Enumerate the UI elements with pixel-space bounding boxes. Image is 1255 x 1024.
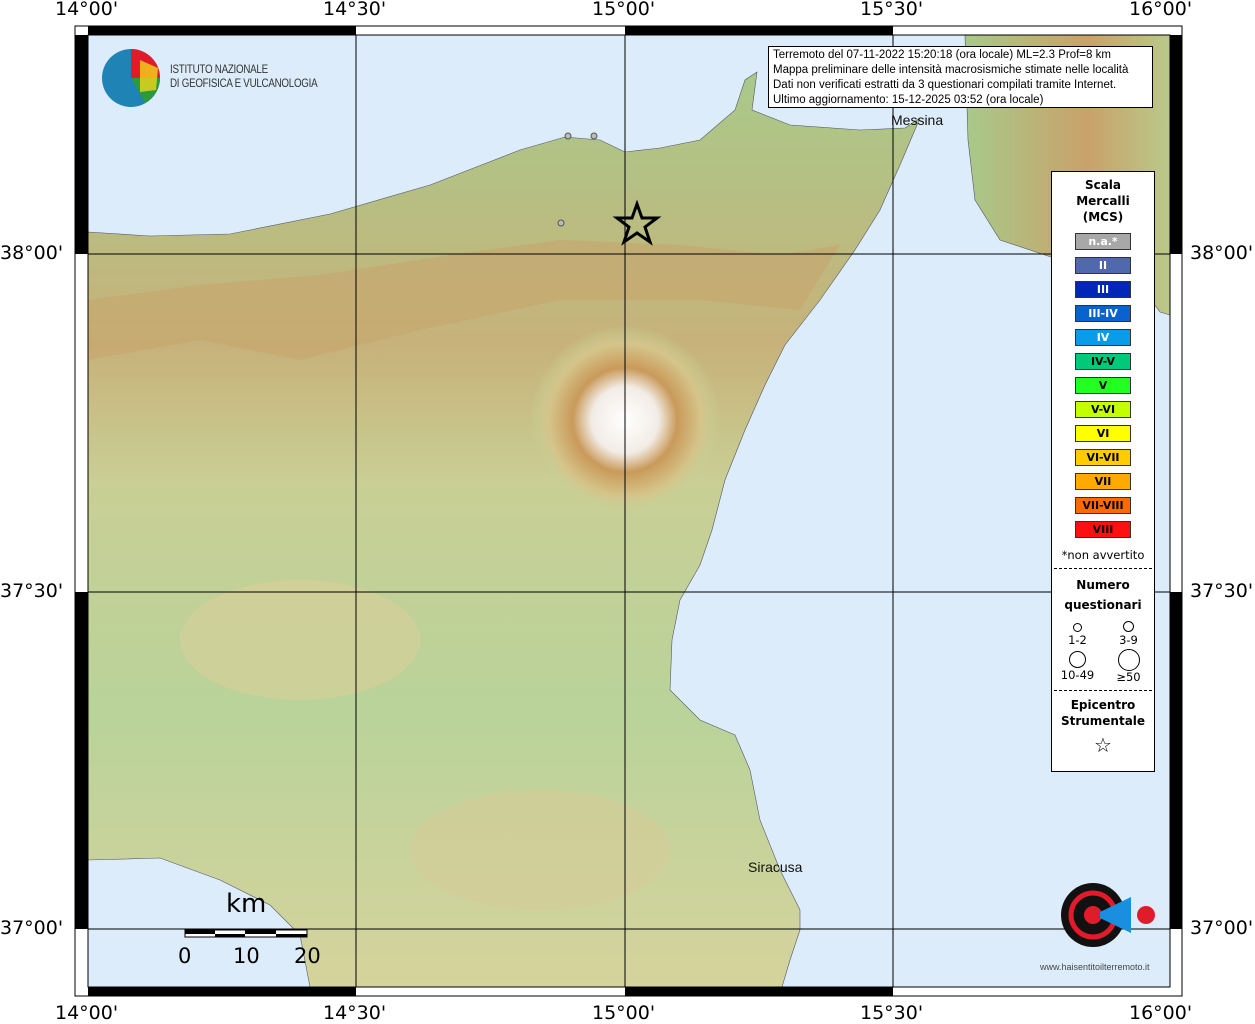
scale-label-20: 20 bbox=[294, 944, 321, 968]
lon-label-bottom: 15°00' bbox=[592, 1002, 656, 1024]
ingv-line2: DI GEOFISICA E VULCANOLOGIA bbox=[170, 78, 318, 90]
lon-label-bottom: 16°00' bbox=[1129, 1002, 1193, 1024]
questionnaires-title: Numero questionari bbox=[1052, 575, 1154, 615]
data-source-line: Dati non verificati estratti da 3 questi… bbox=[773, 79, 1117, 91]
intensity-scale: n.a.* II III III-IV IV IV-V V V-VI VI VI-VII VII VI… bbox=[1052, 233, 1154, 538]
divider bbox=[1054, 690, 1152, 691]
legend-title-line: Scala bbox=[1084, 178, 1122, 192]
legend-title-line: questionari bbox=[1064, 598, 1142, 612]
lat-label-right: 37°30' bbox=[1190, 580, 1254, 602]
mountain-band bbox=[88, 240, 840, 360]
intensity-swatch: V-VI bbox=[1075, 401, 1131, 418]
scale-label-0: 0 bbox=[178, 944, 192, 968]
size-10-49: 10-49 bbox=[1052, 649, 1103, 684]
intensity-swatch: V bbox=[1075, 377, 1131, 394]
map-frame bbox=[74, 25, 1183, 997]
intensity-swatch: n.a.* bbox=[1075, 233, 1131, 250]
legend-title-line: (MCS) bbox=[1082, 210, 1124, 224]
star-icon: ☆ bbox=[1094, 733, 1112, 757]
size-50-plus: ≥50 bbox=[1103, 649, 1154, 684]
lon-label-top: 14°00' bbox=[55, 0, 119, 20]
legend-title-line: Numero bbox=[1076, 578, 1130, 592]
event-line: Terremoto del 07-11-2022 15:20:18 (ora l… bbox=[773, 49, 1111, 61]
map-description-line: Mappa preliminare delle intensità macros… bbox=[773, 64, 1129, 76]
lon-label-top: 15°30' bbox=[860, 0, 924, 20]
ingv-logo-text: ISTITUTO NAZIONALE DI GEOFISICA E VULCAN… bbox=[170, 63, 318, 91]
hills bbox=[180, 580, 420, 700]
hsit-logo-text[interactable]: www.haisentitoilterremoto.it bbox=[1040, 962, 1150, 972]
intensity-swatch: II bbox=[1075, 257, 1131, 274]
questionnaire-sizes: 1-2 3-9 10-49 ≥50 bbox=[1052, 619, 1154, 684]
intensity-swatch: VII-VIII bbox=[1075, 497, 1131, 514]
legend-title: Scala Mercalli (MCS) bbox=[1052, 177, 1154, 225]
intensity-swatch: VI-VII bbox=[1075, 449, 1131, 466]
lat-label-left: 37°00' bbox=[0, 917, 64, 939]
lon-label-bottom: 14°00' bbox=[55, 1002, 119, 1024]
locality-markers bbox=[557, 132, 598, 227]
lat-label-left: 37°30' bbox=[0, 580, 64, 602]
last-update-line: Ultimo aggiornamento: 15-12-2025 03:52 (… bbox=[773, 94, 1044, 106]
intensity-swatch: III-IV bbox=[1075, 305, 1131, 322]
legend-title-line: Strumentale bbox=[1060, 714, 1146, 728]
lat-label-right: 38°00' bbox=[1190, 242, 1254, 264]
hsit-logo-graphic bbox=[1061, 883, 1155, 947]
lon-label-bottom: 14°30' bbox=[323, 1002, 387, 1024]
intensity-swatch: VI bbox=[1075, 425, 1131, 442]
intensity-swatch: IV-V bbox=[1075, 353, 1131, 370]
ingv-logo-globe bbox=[102, 49, 160, 107]
epicenter-title: Epicentro Strumentale bbox=[1052, 697, 1154, 729]
graticule bbox=[88, 35, 1170, 987]
size-3-9: 3-9 bbox=[1103, 619, 1154, 647]
intensity-swatch: VII bbox=[1075, 473, 1131, 490]
epicenter-star-icon[interactable] bbox=[612, 199, 662, 246]
divider bbox=[1054, 568, 1152, 569]
scale-label-10: 10 bbox=[233, 944, 260, 968]
lon-label-top: 16°00' bbox=[1129, 0, 1193, 20]
city-siracusa: Siracusa bbox=[748, 859, 803, 875]
scale-bar bbox=[184, 929, 308, 938]
lon-label-top: 15°00' bbox=[592, 0, 656, 20]
size-1-2: 1-2 bbox=[1052, 619, 1103, 647]
lon-label-bottom: 15°30' bbox=[860, 1002, 924, 1024]
event-info-box: Terremoto del 07-11-2022 15:20:18 (ora l… bbox=[768, 46, 1153, 108]
intensity-swatch: IV bbox=[1075, 329, 1131, 346]
legend-panel: Scala Mercalli (MCS) n.a.* II III III-IV IV I… bbox=[1051, 171, 1155, 772]
legend-title-line: Mercalli bbox=[1076, 194, 1130, 208]
lat-label-right: 37°00' bbox=[1190, 917, 1254, 939]
legend-note: *non avvertito bbox=[1061, 548, 1145, 562]
legend-title-line: Epicentro bbox=[1070, 698, 1136, 712]
scale-unit: km bbox=[226, 889, 267, 919]
intensity-swatch: III bbox=[1075, 281, 1131, 298]
hyblean-hills bbox=[410, 790, 670, 910]
city-messina: Messina bbox=[891, 112, 944, 128]
lon-label-top: 14°30' bbox=[323, 0, 387, 20]
ingv-line1: ISTITUTO NAZIONALE bbox=[170, 64, 268, 76]
lat-label-left: 38°00' bbox=[0, 242, 64, 264]
intensity-swatch: VIII bbox=[1075, 521, 1131, 538]
